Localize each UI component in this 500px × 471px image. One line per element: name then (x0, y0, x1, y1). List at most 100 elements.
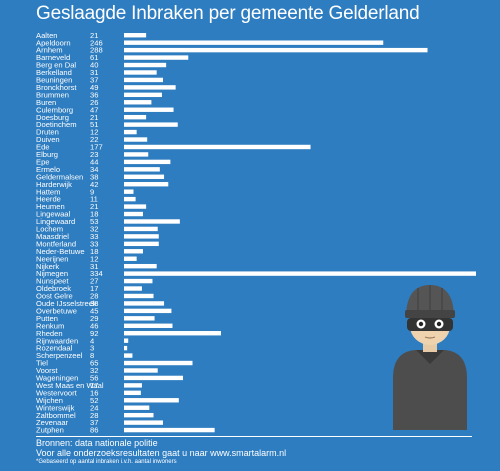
value-label: 32 (90, 225, 98, 234)
category-label: Renkum (36, 321, 64, 330)
category-label: Wijchen (36, 396, 63, 405)
value-label: 11 (90, 195, 98, 204)
value-label: 288 (90, 46, 103, 55)
category-label: Nijkerk (36, 262, 59, 271)
value-label: 86 (90, 426, 98, 435)
value-label: 24 (90, 403, 98, 412)
value-label: 17 (90, 284, 98, 293)
bar (124, 398, 179, 403)
category-label: Maasdriel (36, 232, 69, 241)
bar (124, 70, 157, 75)
bar (124, 256, 137, 261)
value-label: 36 (90, 90, 98, 99)
bar (124, 77, 163, 83)
bar (124, 249, 143, 254)
bar (124, 159, 171, 165)
value-label: 21 (90, 202, 98, 211)
category-label: Ede (36, 143, 50, 152)
category-label: Lingewaal (36, 210, 71, 219)
value-label: 40 (90, 61, 98, 70)
bar (124, 353, 133, 358)
value-label: 16 (90, 388, 98, 397)
category-label: West Maas en Waal (36, 381, 104, 390)
category-label: Zutphen (36, 426, 64, 435)
value-label: 42 (90, 180, 98, 189)
category-label: Oude IJsselstreek (36, 299, 97, 308)
category-label: Doetinchem (36, 120, 77, 129)
value-label: 12 (90, 254, 98, 263)
bar (124, 375, 184, 381)
category-label: Apeldoorn (36, 38, 71, 47)
category-label: Doesburg (36, 113, 69, 122)
value-label: 33 (90, 232, 98, 241)
value-label: 44 (90, 157, 98, 166)
category-label: Buren (36, 98, 56, 107)
bar (124, 338, 129, 343)
value-label: 52 (90, 396, 98, 405)
bar (124, 92, 162, 98)
category-label: Geldermalsen (36, 172, 83, 181)
category-label: Zevenaar (36, 418, 69, 427)
bar (124, 167, 160, 172)
category-label: Zaltbommel (36, 411, 76, 420)
bar (124, 182, 169, 187)
bar (124, 122, 178, 127)
bar (124, 85, 176, 90)
bar (124, 204, 147, 209)
value-label: 12 (90, 128, 98, 137)
bar (124, 360, 193, 366)
category-label: Rozendaal (36, 344, 73, 353)
bar (124, 129, 137, 135)
category-label: Ermelo (36, 165, 60, 174)
category-label: Duiven (36, 135, 60, 144)
category-label: Elburg (36, 150, 58, 159)
bar (124, 62, 167, 68)
footer: Bronnen: data nationale politie Voor all… (36, 439, 286, 466)
bar (124, 301, 165, 306)
category-label: Lingewaard (36, 217, 75, 226)
category-label: Berkelland (36, 68, 72, 77)
category-label: Culemborg (36, 105, 73, 114)
bar (124, 152, 149, 157)
value-label: 31 (90, 262, 98, 271)
value-label: 92 (90, 329, 98, 338)
bar (124, 137, 148, 142)
value-label: 47 (90, 105, 98, 114)
value-label: 65 (90, 359, 98, 368)
bar (124, 427, 215, 433)
category-label: Neder-Betuwe (36, 247, 85, 256)
category-label: Heumen (36, 202, 65, 211)
value-label: 37 (90, 76, 98, 85)
chart-title: Geslaagde Inbraken per gemeente Gelderla… (36, 3, 420, 24)
category-label: Nunspeet (36, 277, 69, 286)
category-label: Overbetuwe (36, 306, 77, 315)
bar (124, 219, 180, 224)
bar (124, 144, 311, 150)
value-label: 32 (90, 366, 98, 375)
bar (124, 234, 159, 239)
value-label: 28 (90, 411, 98, 420)
value-label: 23 (90, 150, 98, 159)
bar (124, 323, 173, 328)
bar (124, 55, 189, 60)
bar (124, 40, 384, 45)
value-label: 246 (90, 38, 103, 47)
value-label: 31 (90, 68, 98, 77)
bar (124, 114, 147, 120)
bar (124, 241, 159, 247)
category-label: Berg en Dal (36, 61, 76, 70)
category-label: Nijmegen (36, 269, 68, 278)
value-label: 33 (90, 239, 98, 248)
value-label: 18 (90, 210, 98, 219)
footer-note: *Gebaseerd op aantal inbraken i.v.h. aan… (36, 459, 177, 465)
bar (124, 286, 142, 291)
bar (124, 226, 158, 232)
value-label: 28 (90, 292, 98, 301)
category-label: Hattem (36, 187, 60, 196)
category-label: Rijnwaarden (36, 336, 78, 345)
bar (124, 405, 150, 410)
category-label: Lochem (36, 225, 63, 234)
category-label: Arnhem (36, 46, 63, 55)
footer-divider (36, 436, 472, 437)
value-label: 38 (90, 172, 98, 181)
